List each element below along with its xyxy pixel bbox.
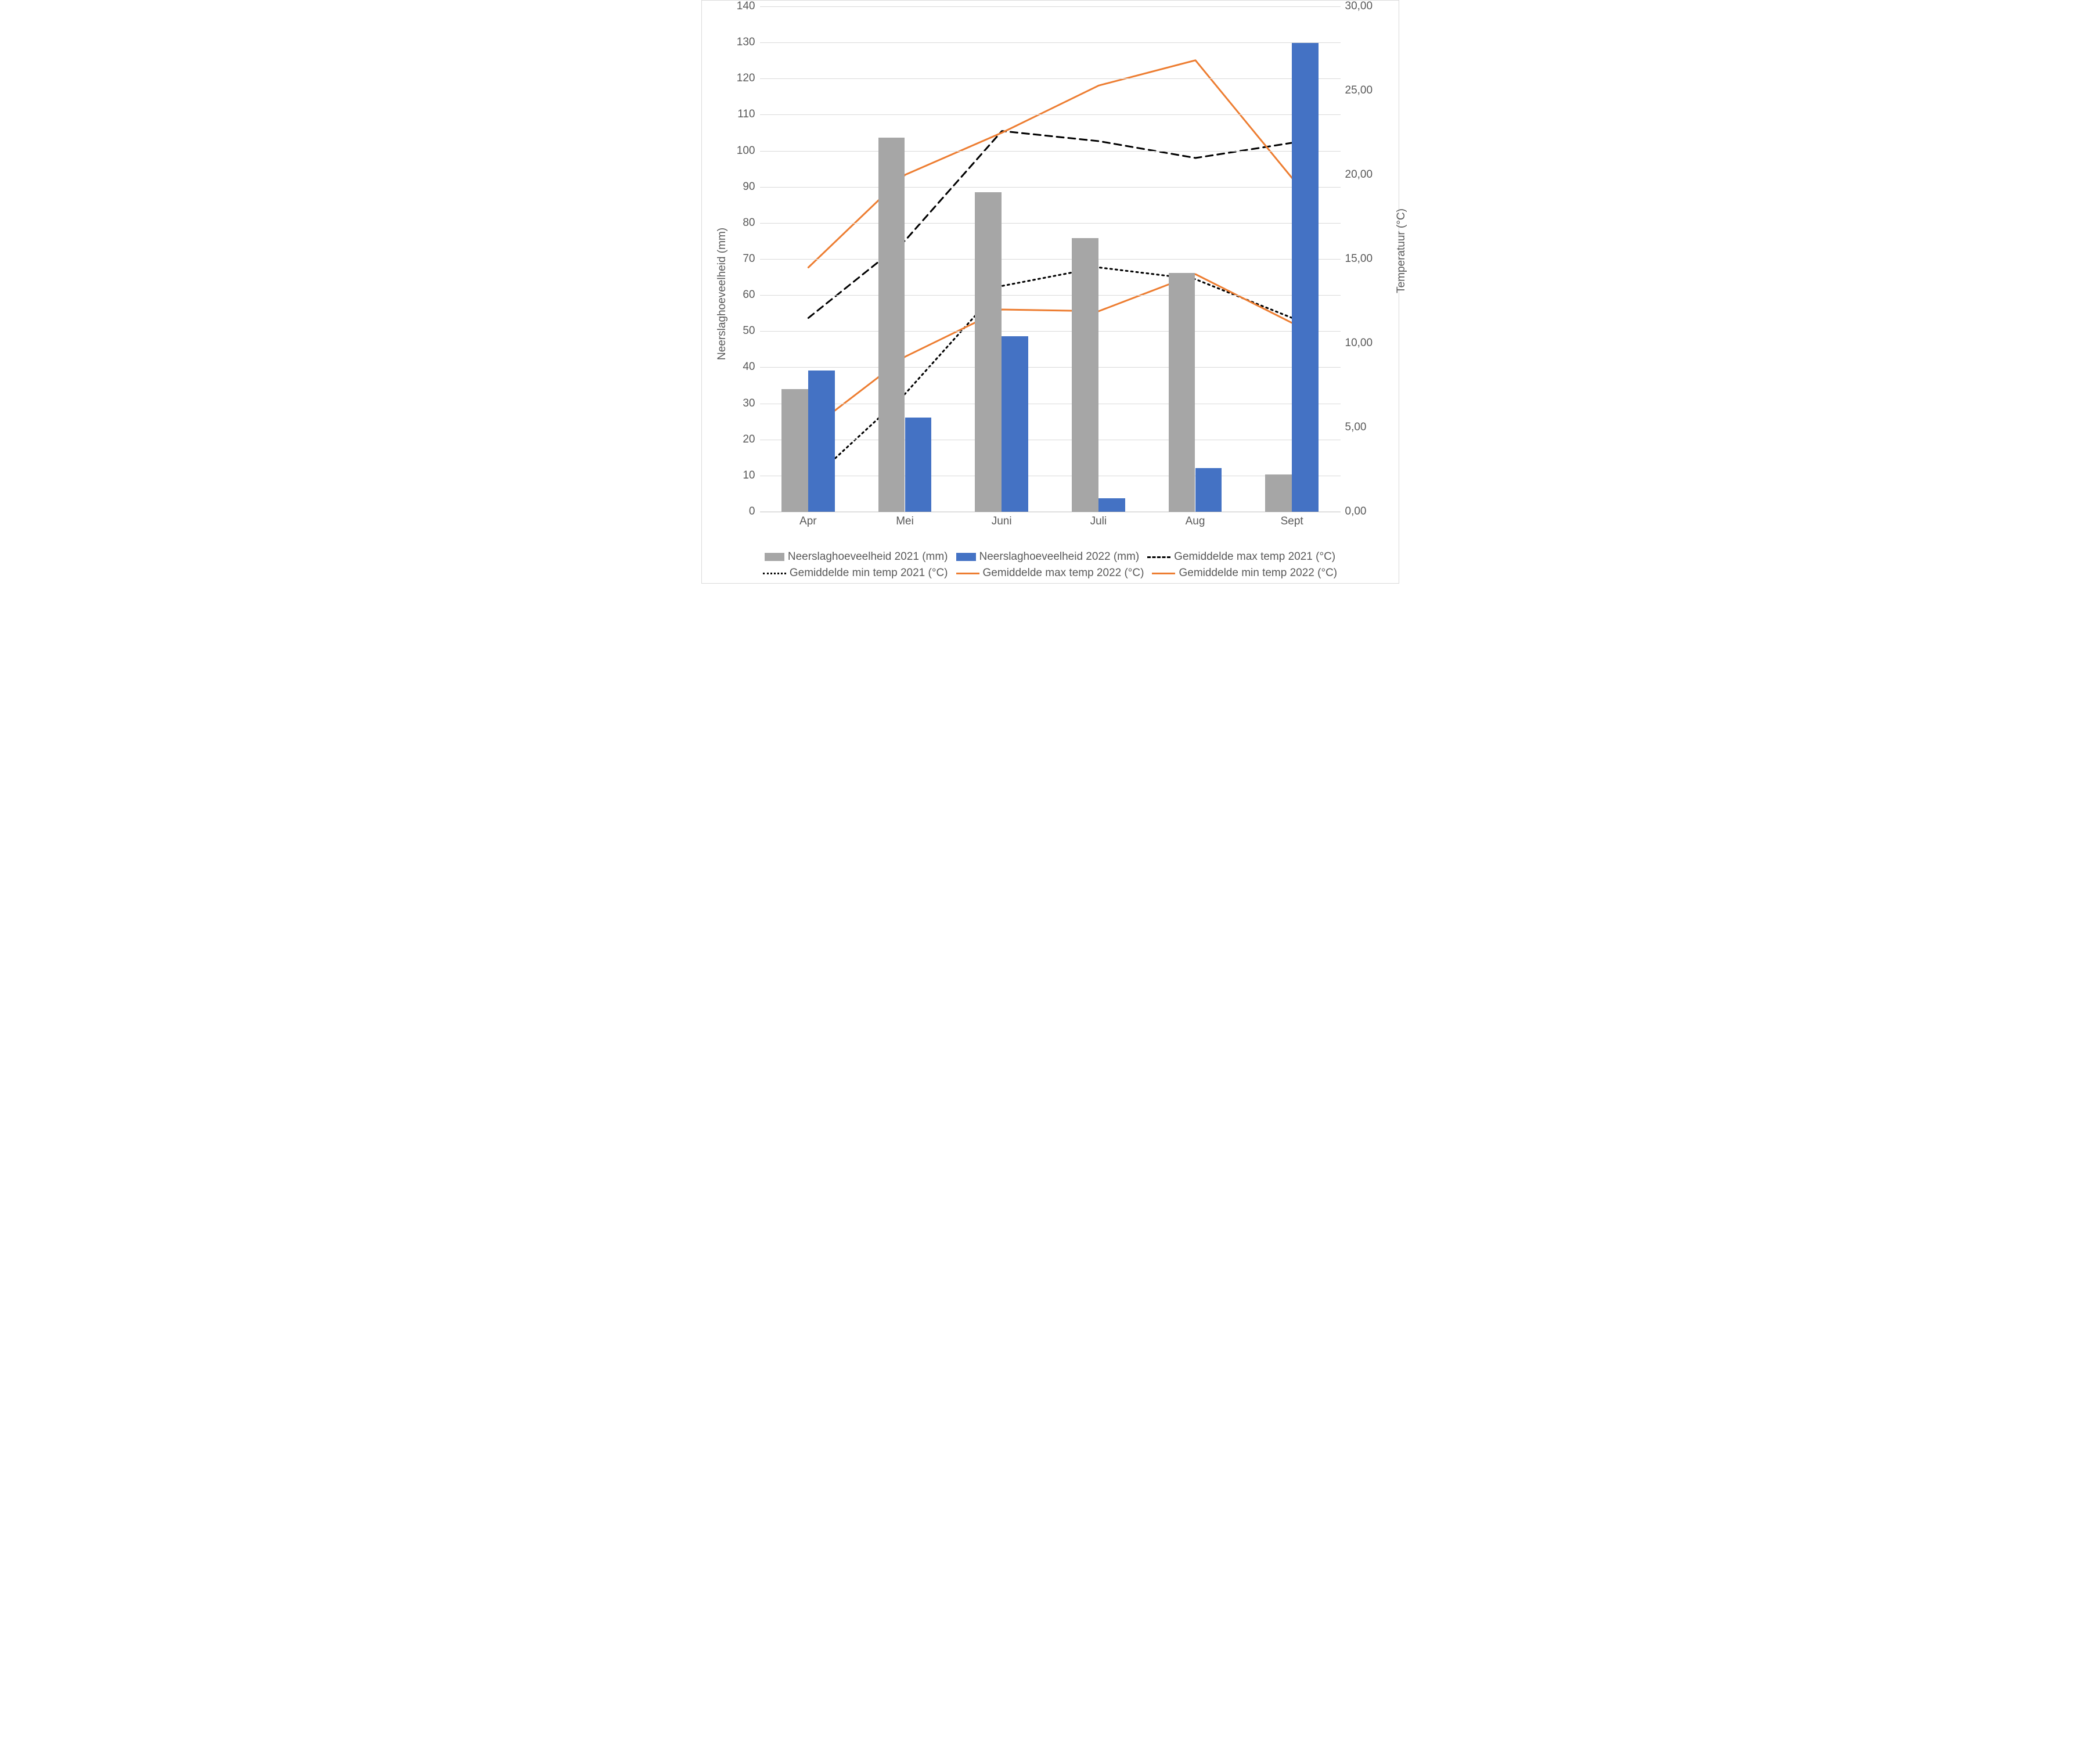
bar-precip_2022 — [905, 418, 932, 512]
x-tick: Mei — [896, 512, 914, 528]
y-left-title: Neerslaghoeveelheid (mm) — [716, 228, 729, 360]
legend-item-precip_2022: Neerslaghoeveelheid 2022 (mm) — [956, 551, 1140, 563]
legend: Neerslaghoeveelheid 2021 (mm) Neerslaghoe… — [702, 548, 1399, 581]
legend-item-precip_2021: Neerslaghoeveelheid 2021 (mm) — [765, 551, 948, 563]
y-left-tick: 130 — [737, 36, 760, 49]
legend-label: Gemiddelde min temp 2021 (°C) — [790, 567, 948, 580]
y-right-tick: 20,00 — [1341, 168, 1373, 181]
gridline — [760, 187, 1341, 188]
y-right-tick: 5,00 — [1341, 421, 1367, 434]
y-left-tick: 70 — [743, 253, 759, 265]
bar-precip_2021 — [878, 138, 905, 512]
gridline — [760, 259, 1341, 260]
x-tick: Juni — [992, 512, 1012, 528]
legend-line — [1147, 556, 1170, 558]
legend-item-max_2022: Gemiddelde max temp 2022 (°C) — [956, 567, 1144, 580]
x-tick: Juli — [1090, 512, 1107, 528]
gridline — [760, 78, 1341, 79]
y-right-tick: 10,00 — [1341, 337, 1373, 350]
y-left-tick: 100 — [737, 145, 760, 157]
bar-precip_2021 — [975, 192, 1002, 512]
y-left-tick: 90 — [743, 181, 759, 193]
bar-precip_2022 — [1292, 43, 1319, 512]
legend-item-max_2021: Gemiddelde max temp 2021 (°C) — [1147, 551, 1335, 563]
bar-precip_2021 — [1072, 238, 1098, 512]
legend-item-min_2022: Gemiddelde min temp 2022 (°C) — [1152, 567, 1337, 580]
y-right-tick: 15,00 — [1341, 253, 1373, 265]
bar-precip_2022 — [1098, 498, 1125, 512]
gridline — [760, 114, 1341, 115]
legend-label: Gemiddelde max temp 2021 (°C) — [1174, 551, 1335, 563]
bar-precip_2021 — [1169, 273, 1195, 512]
y-right-title: Temperatuur (°C) — [1395, 208, 1408, 293]
gridline — [760, 42, 1341, 43]
y-left-tick: 20 — [743, 433, 759, 446]
y-left-tick: 0 — [749, 505, 760, 518]
legend-line — [956, 573, 979, 574]
y-right-tick: 25,00 — [1341, 84, 1373, 97]
x-tick: Aug — [1186, 512, 1205, 528]
legend-label: Neerslaghoeveelheid 2022 (mm) — [979, 551, 1140, 563]
legend-swatch — [956, 553, 976, 561]
climate-chart: 0 10 20 30 40 50 60 70 80 90 100 110 120 130 140 0,00 5,… — [701, 0, 1399, 584]
legend-swatch — [765, 553, 784, 561]
bar-precip_2021 — [1265, 474, 1292, 512]
y-left-tick: 40 — [743, 361, 759, 373]
x-tick: Sept — [1281, 512, 1303, 528]
legend-label: Gemiddelde max temp 2022 (°C) — [983, 567, 1144, 580]
gridline — [760, 367, 1341, 368]
gridline — [760, 151, 1341, 152]
y-left-tick: 50 — [743, 325, 759, 337]
bar-precip_2022 — [1195, 468, 1222, 512]
plot-area: 01020304050607080901001101201301400,005,… — [760, 6, 1341, 512]
y-left-tick: 110 — [737, 108, 759, 121]
y-left-tick: 30 — [743, 397, 759, 410]
y-left-tick: 120 — [737, 72, 760, 85]
legend-line — [1152, 573, 1175, 574]
y-left-tick: 10 — [743, 469, 759, 482]
y-left-tick: 60 — [743, 289, 759, 301]
legend-label: Gemiddelde min temp 2022 (°C) — [1179, 567, 1337, 580]
y-right-tick: 0,00 — [1341, 505, 1367, 518]
gridline — [760, 295, 1341, 296]
y-right-tick: 30,00 — [1341, 0, 1373, 13]
x-tick: Apr — [799, 512, 817, 528]
gridline — [760, 223, 1341, 224]
bar-precip_2021 — [781, 389, 808, 512]
y-left-tick: 140 — [737, 0, 760, 13]
gridline — [760, 6, 1341, 7]
y-left-tick: 80 — [743, 217, 759, 229]
bar-precip_2022 — [808, 371, 835, 512]
legend-item-min_2021: Gemiddelde min temp 2021 (°C) — [763, 567, 948, 580]
legend-label: Neerslaghoeveelheid 2021 (mm) — [788, 551, 948, 563]
gridline — [760, 331, 1341, 332]
bar-precip_2022 — [1002, 336, 1028, 512]
legend-line — [763, 573, 786, 574]
